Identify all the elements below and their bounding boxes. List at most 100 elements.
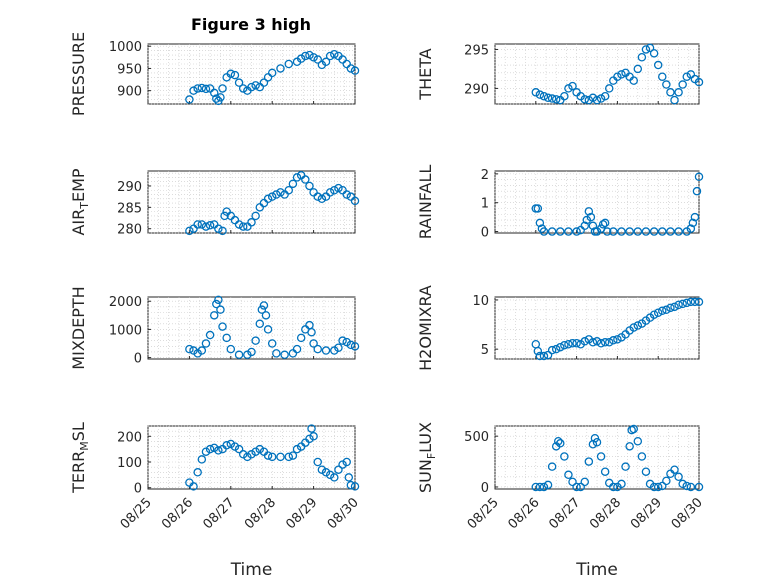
data-point	[588, 338, 598, 347]
data-point	[263, 194, 273, 204]
data-point	[645, 43, 655, 53]
y-tick-label: 0	[134, 482, 142, 497]
data-point	[193, 468, 202, 477]
data-point	[604, 338, 614, 347]
data-point	[653, 482, 663, 492]
subplot-rainfall: 0 1 2 RAINFALL	[416, 165, 704, 241]
data-point	[342, 190, 351, 199]
subplot-theta: 290 295 THETA	[416, 43, 704, 105]
data-point	[547, 94, 557, 103]
data-point	[572, 482, 581, 492]
data-point	[212, 94, 221, 103]
data-point	[189, 482, 198, 491]
data-point	[584, 207, 594, 216]
data-point	[342, 457, 351, 467]
data-point	[602, 227, 612, 236]
data-point	[649, 49, 659, 58]
data-point	[694, 297, 704, 307]
y-tick-label: 285	[117, 201, 142, 216]
data-point	[694, 482, 704, 492]
data-point	[201, 222, 211, 231]
data-point	[617, 227, 626, 236]
data-point	[247, 347, 256, 357]
data-point	[321, 346, 331, 355]
data-point	[604, 84, 614, 93]
data-point	[350, 196, 360, 206]
data-point	[572, 339, 581, 348]
data-point	[307, 424, 316, 433]
data-point	[629, 323, 638, 332]
data-point	[694, 77, 704, 87]
data-point	[197, 83, 207, 93]
data-point	[259, 301, 269, 310]
data-point	[218, 84, 227, 93]
data-point	[251, 211, 260, 221]
data-point	[350, 342, 360, 351]
y-tick-label: 950	[117, 62, 142, 77]
data-point	[309, 339, 318, 348]
data-point	[686, 482, 696, 492]
data-point	[218, 226, 227, 236]
y-tick-label: 10	[472, 294, 489, 309]
data-point	[263, 451, 273, 460]
data-point	[674, 300, 683, 310]
data-point	[621, 462, 630, 471]
data-point	[551, 95, 561, 104]
y-tick-label: 500	[464, 430, 489, 445]
data-point	[234, 444, 244, 454]
data-point	[609, 482, 618, 492]
data-point	[539, 351, 549, 361]
data-point	[576, 482, 585, 492]
y-tick-label: 1000	[109, 40, 142, 55]
data-point	[547, 227, 557, 236]
data-point	[305, 50, 314, 60]
data-point	[533, 204, 543, 213]
data-point	[305, 181, 314, 191]
y-tick-label: 0	[481, 481, 489, 496]
data-point	[649, 310, 659, 319]
data-point	[330, 473, 339, 482]
data-point	[568, 477, 577, 487]
data-point	[284, 59, 294, 69]
data-point	[350, 66, 360, 75]
data-point	[313, 55, 322, 64]
y-tick-label: 2	[481, 168, 489, 183]
data-point	[272, 190, 281, 199]
subplot-mixdepth: 0 1000 2000 MIXDEPTH	[69, 286, 360, 370]
data-point	[317, 465, 327, 474]
data-point	[584, 457, 594, 466]
data-point	[531, 88, 541, 97]
y-tick-label: 1000	[109, 323, 142, 338]
data-point	[633, 64, 643, 74]
data-point	[658, 306, 667, 316]
data-point	[234, 78, 244, 87]
data-point	[678, 80, 687, 89]
data-point	[539, 227, 549, 236]
data-point	[216, 93, 225, 102]
data-point	[201, 447, 211, 456]
data-point	[197, 220, 207, 229]
data-point	[633, 227, 643, 236]
data-point	[553, 436, 563, 446]
data-point	[609, 227, 618, 236]
data-point	[590, 433, 600, 443]
data-point	[649, 482, 659, 492]
data-point	[694, 172, 704, 182]
figure-title: Figure 3 high	[191, 15, 311, 34]
data-point	[625, 442, 634, 451]
data-point	[330, 49, 339, 59]
data-point	[670, 95, 679, 105]
data-point	[292, 344, 302, 354]
data-point	[560, 340, 569, 350]
y-axis-label: TERRMSL	[69, 422, 91, 494]
data-point	[288, 451, 298, 460]
data-point	[334, 465, 343, 474]
data-point	[678, 299, 687, 309]
data-point	[284, 452, 294, 462]
data-point	[313, 192, 322, 201]
data-point	[226, 344, 236, 354]
data-point	[292, 444, 302, 454]
data-point	[568, 339, 577, 348]
data-point	[600, 218, 610, 228]
y-tick-label: 200	[117, 430, 142, 445]
